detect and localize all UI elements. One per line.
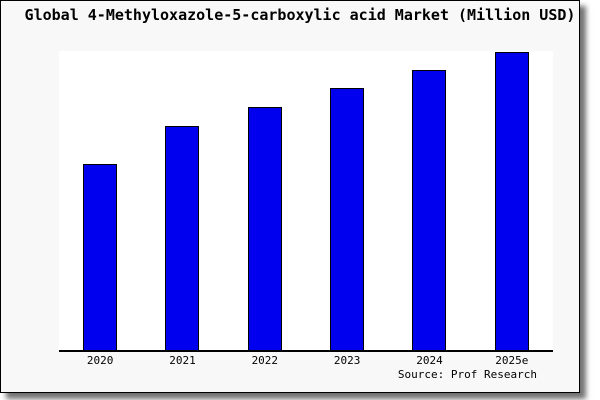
bar-2023 bbox=[330, 88, 365, 350]
x-tick-label-2023: 2023 bbox=[333, 354, 361, 367]
bar-cell-2025e bbox=[471, 51, 553, 350]
source-credit: Source: Prof Research bbox=[397, 368, 537, 381]
x-axis-labels: 2020 2021 2022 2023 2024 2025e bbox=[59, 354, 553, 368]
chart-card: 2020 2021 2022 2023 2024 2025e Source: Prof R… bbox=[0, 0, 580, 393]
x-tick-label-2021: 2021 bbox=[169, 354, 196, 367]
x-tick-label-2020: 2020 bbox=[86, 354, 114, 367]
chart-title: Global 4-Methyloxazole-5-carboxylic acid… bbox=[24, 6, 576, 24]
bar-cell-2022 bbox=[224, 51, 306, 350]
x-tick-label-2022: 2022 bbox=[251, 354, 279, 367]
bar-2020 bbox=[83, 164, 118, 350]
x-tick-label-2025e: 2025e bbox=[495, 354, 529, 367]
bar-cell-2020 bbox=[59, 51, 141, 350]
bar-2024 bbox=[412, 70, 447, 350]
bar-2025e bbox=[494, 51, 529, 350]
bar-cell-2021 bbox=[141, 51, 223, 350]
bar-2022 bbox=[247, 106, 282, 350]
bar-cell-2023 bbox=[306, 51, 388, 350]
x-tick-label-2024: 2024 bbox=[416, 354, 443, 367]
bars-container bbox=[59, 51, 553, 350]
bar-cell-2024 bbox=[388, 51, 470, 350]
plot-area bbox=[59, 51, 553, 352]
bar-2021 bbox=[165, 126, 200, 350]
